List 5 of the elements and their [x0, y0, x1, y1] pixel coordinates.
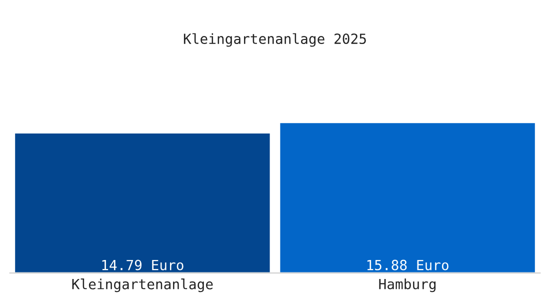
data-label: 14.79 Euro [102, 260, 184, 270]
chart-title: Kleingartenanlage 2025 [184, 33, 366, 47]
x-tick-label: Kleingartenanlage [72, 278, 213, 292]
data-label: 15.88 Euro [367, 260, 448, 270]
x-tick-label: Hamburg [379, 278, 436, 292]
